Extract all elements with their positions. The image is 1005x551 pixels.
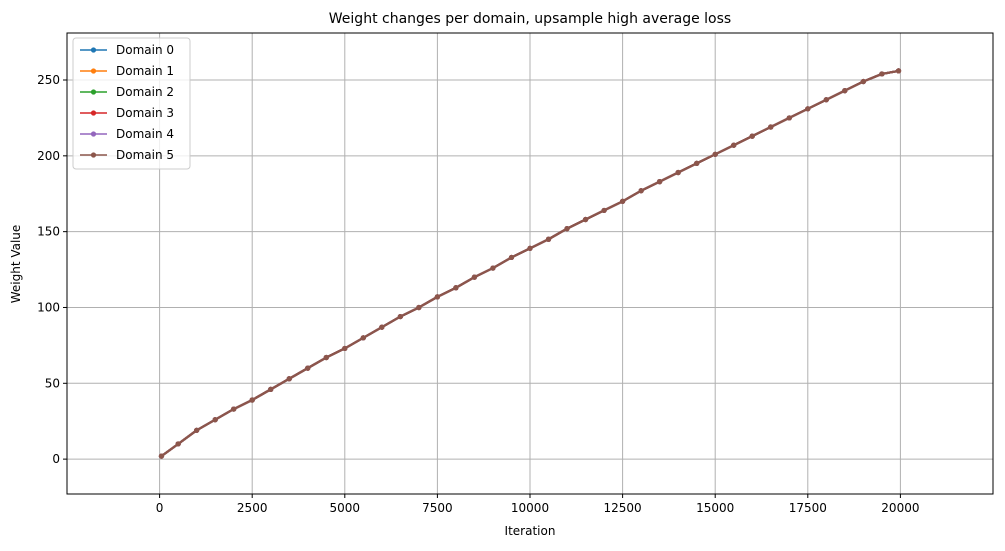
data-point	[675, 169, 681, 176]
legend-marker	[90, 152, 97, 158]
data-point	[508, 254, 515, 261]
y-tick-label: 200	[37, 149, 60, 163]
grid-layer	[67, 33, 993, 494]
data-point	[323, 354, 329, 361]
chart-title: Weight changes per domain, upsample high…	[329, 11, 731, 27]
legend-marker	[90, 68, 97, 74]
y-tick-label: 100	[37, 300, 60, 314]
data-point	[805, 106, 811, 112]
data-point	[620, 198, 626, 204]
data-point	[286, 376, 292, 382]
data-point	[453, 285, 459, 291]
data-point	[564, 226, 570, 232]
legend-label: Domain 2	[116, 85, 174, 99]
data-point	[212, 417, 218, 423]
data-point	[305, 365, 311, 371]
data-point	[712, 151, 718, 157]
data-point	[749, 133, 755, 139]
data-point	[490, 265, 496, 271]
data-point	[879, 71, 885, 77]
x-axis-label: Iteration	[505, 524, 556, 538]
data-point	[249, 397, 255, 403]
legend-marker	[90, 89, 97, 95]
data-point	[268, 386, 274, 392]
data-point	[601, 207, 607, 214]
data-point	[158, 453, 165, 459]
x-tick-label: 10000	[511, 501, 549, 515]
data-point	[582, 216, 589, 223]
y-axis-label: Weight Value	[9, 225, 23, 304]
data-point	[360, 335, 366, 341]
legend-marker	[90, 47, 97, 53]
data-point	[895, 68, 902, 74]
x-tick-label: 5000	[330, 501, 361, 515]
data-point	[397, 313, 403, 320]
data-point	[527, 245, 533, 251]
legend-marker	[90, 110, 97, 116]
data-point	[231, 406, 237, 412]
legend-label: Domain 1	[116, 64, 174, 78]
x-tick-label: 12500	[604, 501, 642, 515]
y-tick-label: 250	[37, 73, 60, 87]
x-tick-label: 0	[156, 501, 164, 515]
y-tick-label: 150	[37, 225, 60, 239]
data-point	[694, 160, 700, 167]
data-point	[175, 441, 181, 447]
y-tick-label: 50	[45, 376, 60, 390]
series-points-domain-5	[158, 68, 902, 459]
x-tick-label: 15000	[696, 501, 734, 515]
data-point	[638, 188, 644, 194]
data-point	[194, 427, 200, 433]
data-point	[657, 179, 663, 185]
data-point	[379, 324, 385, 330]
data-point	[823, 97, 829, 103]
data-point	[786, 115, 792, 121]
data-point	[768, 124, 774, 130]
data-point	[416, 304, 422, 311]
series-layer	[158, 68, 902, 459]
legend-label: Domain 0	[116, 43, 174, 57]
data-point	[434, 294, 440, 300]
data-point	[471, 274, 478, 280]
legend-label: Domain 5	[116, 148, 174, 162]
legend-label: Domain 4	[116, 127, 174, 141]
legend-label: Domain 3	[116, 106, 174, 120]
x-tick-label: 7500	[422, 501, 453, 515]
data-point	[731, 142, 737, 148]
data-point	[860, 78, 866, 85]
data-point	[545, 236, 552, 242]
x-tick-label: 17500	[789, 501, 827, 515]
x-tick-label: 20000	[881, 501, 919, 515]
legend: Domain 0 Domain 1 Domain 2 Domain 3 Domain 4…	[72, 37, 191, 170]
legend-marker	[90, 131, 97, 137]
data-point	[842, 88, 848, 94]
tick-layer: 0 2500 5000 7500 10000 12500 15000 17500 20000 0 5…	[37, 73, 919, 515]
data-point	[342, 345, 348, 352]
x-tick-label: 2500	[237, 501, 268, 515]
y-tick-label: 0	[52, 452, 60, 466]
